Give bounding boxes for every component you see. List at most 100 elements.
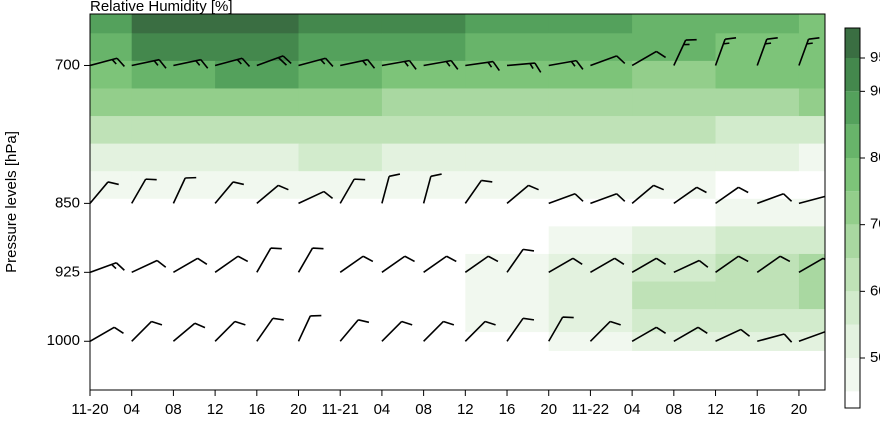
colorbar-bin [845, 91, 860, 125]
wind-barb [214, 181, 245, 204]
wind-barb [548, 193, 584, 205]
wind-barb [298, 190, 334, 205]
wind-barb [131, 178, 157, 204]
rh-cell [215, 309, 300, 333]
rh-cell [465, 33, 550, 62]
wind-barb [631, 184, 665, 204]
wind-barb [422, 173, 442, 204]
rh-cell [215, 14, 300, 34]
wind-barb [464, 179, 493, 204]
rh-cell [215, 253, 300, 283]
wind-barb [256, 184, 289, 204]
colorbar-bin [845, 291, 860, 325]
rh-cell [548, 332, 633, 351]
wind-barb [756, 193, 793, 205]
wind-barb [798, 195, 825, 205]
rh-cell [90, 309, 133, 333]
rh-cell [798, 143, 825, 172]
wind-barbs [90, 37, 825, 343]
rh-cell [215, 226, 300, 255]
contour-field [90, 14, 825, 351]
colorbar-tick-label: 80 [870, 149, 880, 166]
wind-barb [340, 58, 376, 69]
rh-cell [465, 253, 550, 283]
rh-cell [215, 33, 300, 62]
rh-cell [715, 33, 800, 62]
rh-cell [798, 332, 825, 351]
rh-cell [465, 332, 550, 351]
rh-cell [298, 143, 383, 172]
rh-cell [798, 171, 825, 200]
rh-cell [215, 332, 300, 351]
y-tick-label: 850 [55, 194, 80, 211]
x-tick-label: 20 [290, 401, 307, 418]
rh-cell [632, 143, 717, 172]
wind-barb [256, 247, 282, 273]
rh-cell [131, 309, 216, 333]
wind-barb [381, 320, 413, 342]
rh-cell [90, 226, 133, 255]
wind-barb [673, 259, 709, 274]
wind-barb [715, 255, 749, 273]
colorbar-bin [845, 124, 860, 158]
rh-cell [381, 14, 466, 34]
wind-barb [548, 257, 583, 274]
rh-cell [381, 143, 466, 172]
rh-cell [465, 171, 550, 200]
wind-barb [715, 186, 749, 205]
x-tick-label: 04 [374, 401, 391, 418]
rh-cell [215, 116, 300, 145]
rh-cell [465, 226, 550, 255]
x-tick-label: 12 [707, 401, 724, 418]
wind-barb [757, 333, 793, 343]
wind-barb [131, 259, 167, 274]
wind-barb [214, 57, 251, 67]
wind-barb [756, 37, 778, 66]
wind-barb [590, 193, 626, 205]
rh-cell [381, 33, 466, 62]
rh-cell [715, 309, 800, 333]
rh-cell [381, 281, 466, 310]
y-axis-label: Pressure levels [hPa] [3, 131, 20, 273]
wind-barb [673, 38, 697, 66]
x-tick-label: 08 [415, 401, 432, 418]
rh-cell [298, 33, 383, 62]
rh-cell [131, 281, 216, 310]
rh-cell [298, 116, 383, 145]
chart-title: Relative Humidity [%] [90, 0, 233, 15]
x-tick-label: 04 [123, 401, 140, 418]
wind-barb [798, 330, 825, 343]
rh-cell [131, 143, 216, 172]
x-tick-label: 16 [749, 401, 766, 418]
wind-barb [381, 59, 417, 70]
wind-barb [214, 320, 246, 342]
rh-cell [465, 88, 550, 117]
rh-cell [548, 253, 633, 283]
rh-cell [632, 88, 717, 117]
rh-cell [381, 116, 466, 145]
rh-cell [548, 226, 633, 255]
colorbar-bin [845, 358, 860, 392]
wind-barb [90, 261, 125, 274]
colorbar-bin [845, 258, 860, 292]
wind-barb [506, 317, 535, 342]
wind-barb [506, 248, 535, 273]
rh-cell [465, 281, 550, 310]
rh-cell [632, 171, 717, 200]
rh-cell [131, 88, 216, 117]
rh-cell [381, 198, 466, 227]
wind-barb [256, 317, 284, 342]
colorbar-bin [845, 191, 860, 225]
rh-cell [90, 198, 133, 227]
rh-cell [131, 116, 216, 145]
colorbar-bin [845, 28, 860, 58]
rh-cell [90, 60, 133, 89]
wind-barb [297, 247, 324, 273]
x-tick-label: 08 [665, 401, 682, 418]
rh-cell [298, 253, 383, 283]
wind-barb [90, 57, 125, 67]
wind-barb [173, 257, 208, 274]
wind-barb [590, 55, 626, 67]
rh-cell [90, 116, 133, 145]
